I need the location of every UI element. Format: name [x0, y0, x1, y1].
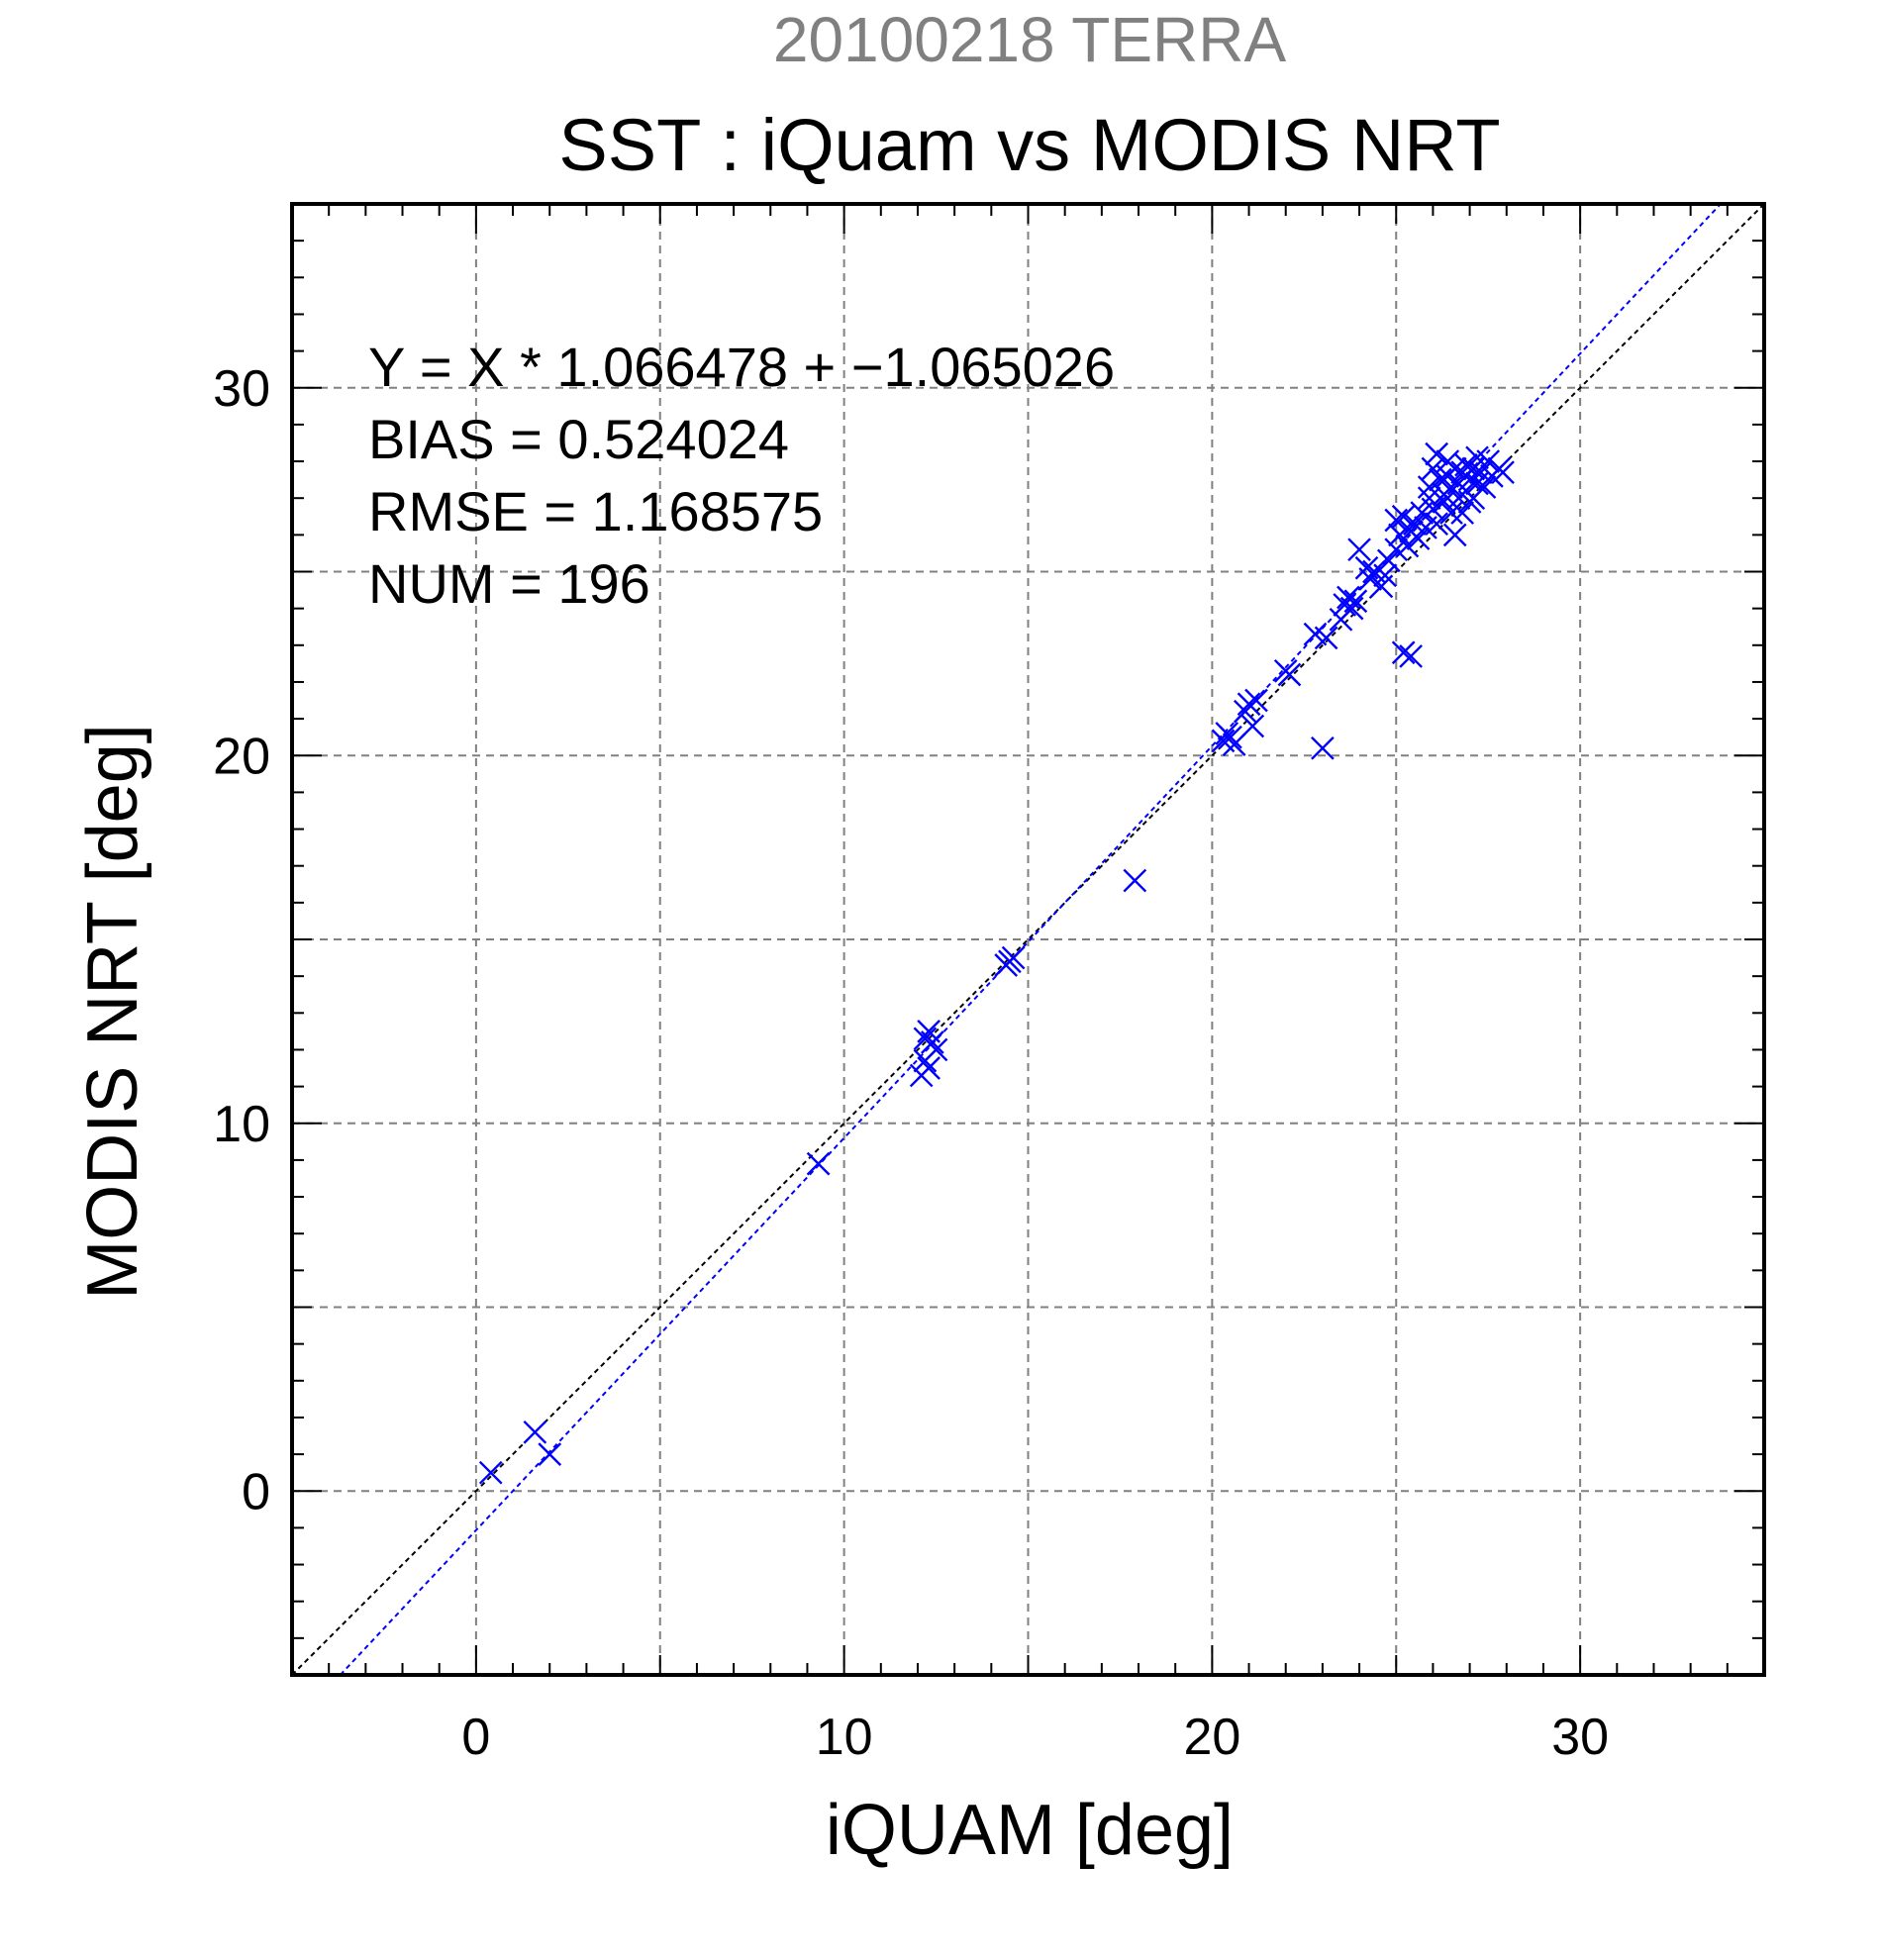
scatter-point	[1476, 449, 1501, 473]
scatter-point	[1215, 722, 1239, 745]
scatter-point	[1432, 490, 1456, 514]
x-tick-label: 0	[461, 1709, 490, 1766]
scatter-point	[1406, 527, 1431, 550]
scatter-point	[998, 949, 1022, 974]
scatter-point	[1439, 475, 1463, 499]
scatter-point	[1391, 504, 1416, 529]
x-axis-label: iQUAM [deg]	[826, 1791, 1234, 1870]
scatter-point	[924, 1037, 948, 1062]
x-tick-label: 30	[1551, 1709, 1609, 1766]
scatter-point	[1429, 467, 1452, 492]
scatter-point	[1454, 452, 1478, 477]
scatter-point	[1395, 534, 1420, 558]
scatter-point	[1311, 735, 1335, 760]
scatter-point	[1358, 567, 1383, 591]
scatter-point	[1123, 868, 1147, 893]
y-tick-label: 0	[242, 1463, 270, 1520]
scatter-point	[1491, 460, 1515, 485]
scatter-points	[478, 441, 1515, 1485]
scatter-point	[1391, 640, 1416, 665]
scatter-point	[1343, 589, 1368, 614]
scatter-point	[1376, 548, 1401, 573]
scatter-point	[1373, 563, 1397, 588]
scatter-point	[1222, 733, 1246, 756]
plot-frame	[290, 202, 1766, 1677]
scatter-point	[1347, 538, 1371, 562]
scatter-point	[1421, 497, 1445, 522]
statistics-block: Y = X * 1.066478 + −1.065026 BIAS = 0.52…	[368, 336, 1115, 615]
scatter-point	[1442, 523, 1467, 547]
scatter-point	[806, 1151, 831, 1176]
scatter-point	[1472, 475, 1497, 499]
scatter-point	[538, 1442, 562, 1466]
stat-regression: Y = X * 1.066478 + −1.065026	[368, 336, 1115, 398]
scatter-point	[1439, 501, 1463, 525]
scatter-point	[1450, 501, 1475, 525]
scatter-point	[1421, 456, 1445, 481]
scatter-point	[1384, 508, 1409, 533]
scatter-point	[917, 1056, 940, 1080]
chart-supertitle: 20100218 TERRA	[773, 4, 1287, 75]
scatter-point	[1425, 512, 1448, 537]
scatter-point	[1425, 441, 1448, 466]
y-tick-label: 30	[213, 360, 270, 418]
scatter-point	[1277, 662, 1302, 687]
y-axis-label: MODIS NRT [deg]	[73, 724, 152, 1300]
chart-title: SST : iQuam vs MODIS NRT	[558, 104, 1500, 186]
grid-lines	[292, 204, 1764, 1675]
regression-fit-line	[339, 203, 1722, 1676]
scatter-point	[1399, 644, 1423, 668]
x-tick-label: 20	[1183, 1709, 1240, 1766]
stat-bias: BIAS = 0.524024	[368, 408, 789, 470]
reference-lines	[291, 203, 1765, 1676]
y-tick-label: 10	[213, 1096, 270, 1153]
stat-rmse: RMSE = 1.168575	[368, 480, 823, 542]
scatter-point	[523, 1420, 547, 1444]
scatter-point	[1314, 626, 1338, 650]
scatter-point	[1237, 692, 1261, 717]
scatter-point	[1244, 688, 1268, 713]
scatter-point	[1339, 596, 1364, 621]
x-tick-label: 10	[816, 1709, 873, 1766]
y-tick-label: 20	[213, 728, 270, 785]
stat-num: NUM = 196	[368, 552, 650, 615]
scatter-point	[920, 1030, 944, 1054]
scatter-point	[1240, 714, 1265, 738]
scatter-point	[478, 1460, 503, 1485]
